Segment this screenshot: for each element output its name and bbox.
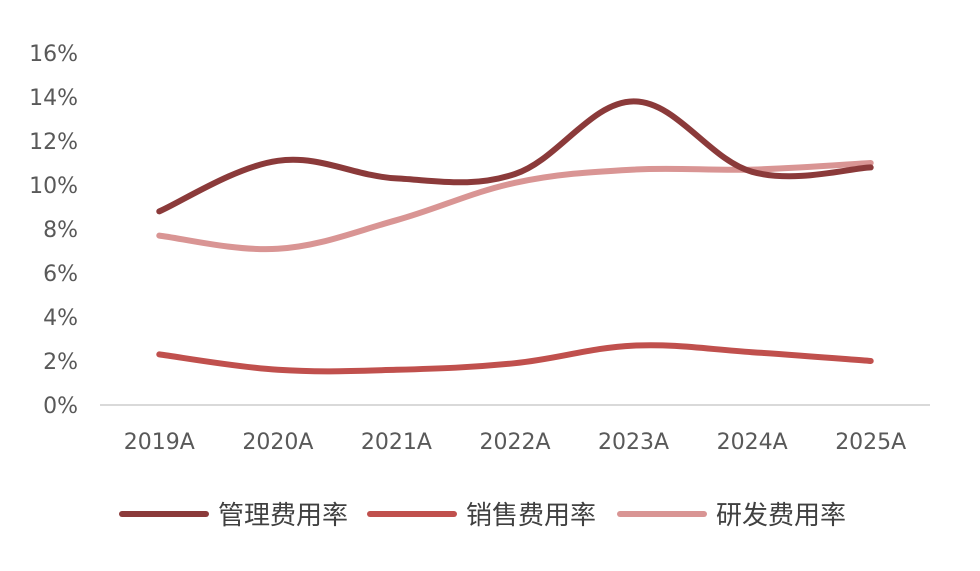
y-tick-label: 0%: [43, 394, 78, 419]
series-line: [156, 342, 874, 375]
series-line: [156, 98, 874, 215]
x-tick-label: 2025A: [835, 430, 906, 455]
y-tick-label: 4%: [43, 306, 78, 331]
x-axis-ticks: 2019A 2020A 2021A 2022A 2023A 2024A 2025A: [124, 430, 906, 455]
y-tick-label: 16%: [29, 42, 78, 67]
x-tick-label: 2021A: [361, 430, 432, 455]
x-tick-label: 2020A: [242, 430, 313, 455]
legend: 管理费用率 销售费用率 研发费用率: [119, 501, 846, 531]
x-tick-label: 2023A: [598, 430, 669, 455]
x-tick-label: 2024A: [717, 430, 788, 455]
legend-item: 管理费用率: [119, 501, 348, 531]
y-axis-ticks: 0% 2% 4% 6% 8% 10% 12% 14% 16%: [29, 42, 78, 419]
legend-label: 管理费用率: [218, 501, 348, 531]
y-tick-label: 8%: [43, 218, 78, 243]
y-tick-label: 14%: [29, 86, 78, 111]
legend-item: 销售费用率: [367, 501, 596, 531]
legend-label: 销售费用率: [466, 501, 596, 531]
x-tick-label: 2019A: [124, 430, 195, 455]
legend-label: 研发费用率: [716, 501, 846, 531]
series-lines: [156, 98, 874, 375]
y-tick-label: 12%: [29, 130, 78, 155]
y-tick-label: 6%: [43, 262, 78, 287]
legend-item: 研发费用率: [617, 501, 846, 531]
y-tick-label: 10%: [29, 174, 78, 199]
y-tick-label: 2%: [43, 350, 78, 375]
x-tick-label: 2022A: [479, 430, 550, 455]
